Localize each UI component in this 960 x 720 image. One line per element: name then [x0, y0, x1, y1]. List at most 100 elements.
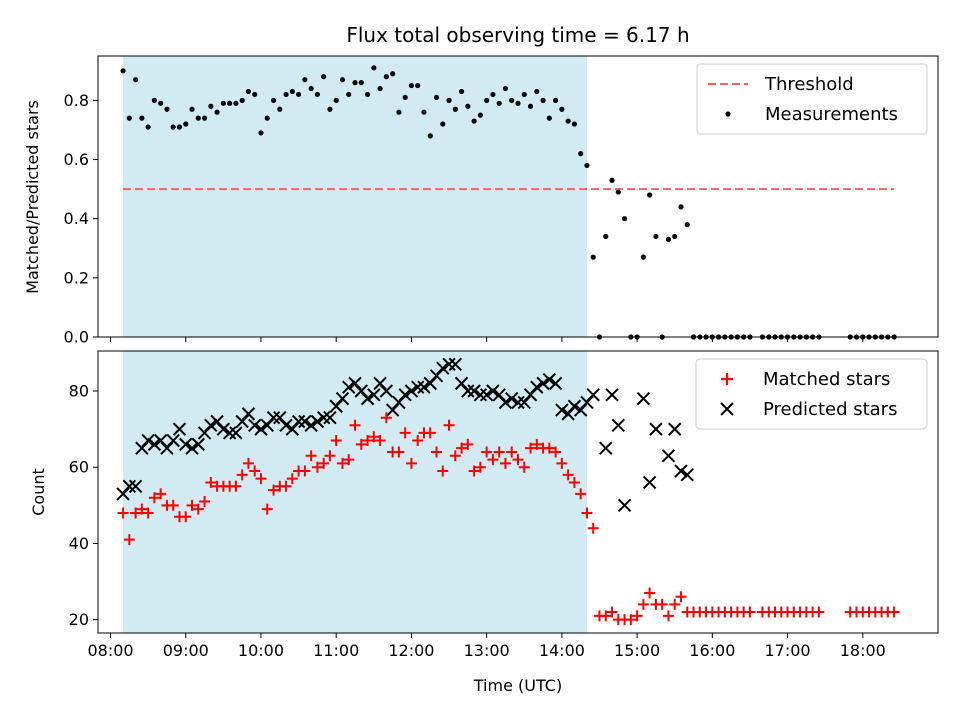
matched-star-point [261, 503, 273, 515]
measurement-point [477, 112, 483, 118]
measurement-point [233, 100, 239, 106]
matched-star-point [581, 507, 593, 519]
measurement-point [609, 177, 615, 183]
predicted-star-point [266, 410, 281, 425]
measurement-point [484, 97, 490, 103]
measurement-point [283, 91, 289, 98]
predicted-star-point [310, 414, 325, 429]
matched-star-point [499, 457, 511, 469]
measurement-point [584, 162, 590, 169]
matched-star-point [813, 606, 825, 618]
bottom-axes-frame [97, 350, 939, 634]
measurement-point [377, 85, 383, 92]
predicted-star-point [342, 380, 356, 394]
predicted-star-point [248, 418, 262, 433]
predicted-star-point [486, 384, 500, 398]
top-axes-frame [97, 55, 939, 338]
predicted-star-point [668, 422, 682, 436]
bottom-legend-box [695, 358, 928, 430]
matched-star-point [242, 457, 254, 469]
matched-star-point [412, 435, 424, 447]
measurement-point [534, 88, 540, 95]
measurement-point [603, 233, 609, 240]
measurement-point [170, 124, 176, 130]
predicted-star-point [172, 422, 187, 436]
measurement-point [333, 97, 339, 103]
measurement-point [289, 88, 295, 95]
predicted-star-point [179, 437, 193, 452]
matched-star-point [487, 454, 499, 466]
predicted-star-point [304, 418, 318, 433]
matched-star-point [199, 496, 211, 508]
predicted-star-point [191, 437, 206, 452]
y-tick-label: 20 [69, 610, 89, 629]
measurement-point [164, 106, 170, 112]
matched-star-point [155, 488, 167, 500]
predicted-star-point [536, 376, 550, 391]
measurement-point [458, 88, 465, 95]
top-x-ticks [110, 337, 864, 342]
measurement-point [640, 254, 646, 260]
matched-star-point [142, 507, 154, 519]
measurement-point [390, 71, 396, 77]
matched-star-point [481, 446, 493, 458]
predicted-star-point [122, 479, 137, 493]
matched-star-point [349, 419, 361, 431]
top-legend-box [696, 63, 928, 135]
matched-star-point [393, 446, 405, 458]
measurement-point [672, 233, 678, 240]
bottom-y-axis-label: Count [29, 468, 48, 516]
x-tick-label: 10:00 [238, 641, 284, 660]
matched-star-point [543, 442, 555, 454]
matched-star-point [130, 507, 142, 519]
measurement-point [490, 91, 496, 98]
measurement-point [346, 91, 352, 98]
measurement-point [145, 124, 151, 130]
top-y-ticks: 0.0 0.2 0.4 0.6 0.8 [64, 91, 98, 347]
matched-star-point [405, 457, 417, 469]
predicted-star-point [204, 418, 218, 433]
measurement-point [227, 100, 233, 106]
measurement-point [295, 91, 302, 98]
measurement-point [415, 82, 421, 89]
predicted-star-point [298, 414, 312, 429]
measurement-point [252, 91, 258, 98]
measurement-point [214, 109, 220, 115]
matched-star-point [568, 476, 580, 488]
chart-title: Flux total observing time = 6.17 h [346, 23, 689, 47]
matched-star-point [675, 591, 687, 603]
measurement-point [471, 118, 477, 124]
predicted-star-point [567, 399, 582, 413]
measurement-point [189, 106, 195, 112]
measurement-point [590, 254, 596, 260]
measurement-point [364, 91, 371, 98]
predicted-star-point [467, 384, 481, 398]
predicted-star-point [479, 388, 494, 402]
matched-star-point [456, 442, 468, 454]
matched-star-point [493, 446, 505, 458]
matched-star-point [525, 442, 537, 454]
measurement-point [352, 80, 358, 86]
predicted-star-point [323, 410, 337, 425]
matched-star-point [662, 610, 674, 622]
predicted-star-point [461, 384, 475, 398]
measurement-point [258, 130, 264, 136]
predicted-star-point [398, 388, 412, 402]
matched-star-point [318, 457, 330, 469]
legend-measurements-label: Measurements [765, 104, 898, 125]
matched-star-point [205, 476, 217, 488]
predicted-star-point [674, 464, 688, 478]
matched-star-point [123, 534, 135, 546]
predicted-star-point [216, 422, 231, 436]
predicted-star-point [316, 410, 331, 425]
matched-star-point [192, 503, 204, 515]
matched-star-point [550, 446, 562, 458]
measurement-point [358, 80, 364, 86]
measurement-point [321, 74, 327, 80]
x-axis-label: Time (UTC) [473, 676, 562, 695]
measurement-point [502, 85, 509, 92]
y-tick-label: 40 [69, 534, 89, 553]
measurement-point [440, 121, 446, 127]
predicted-star-point [636, 391, 651, 406]
